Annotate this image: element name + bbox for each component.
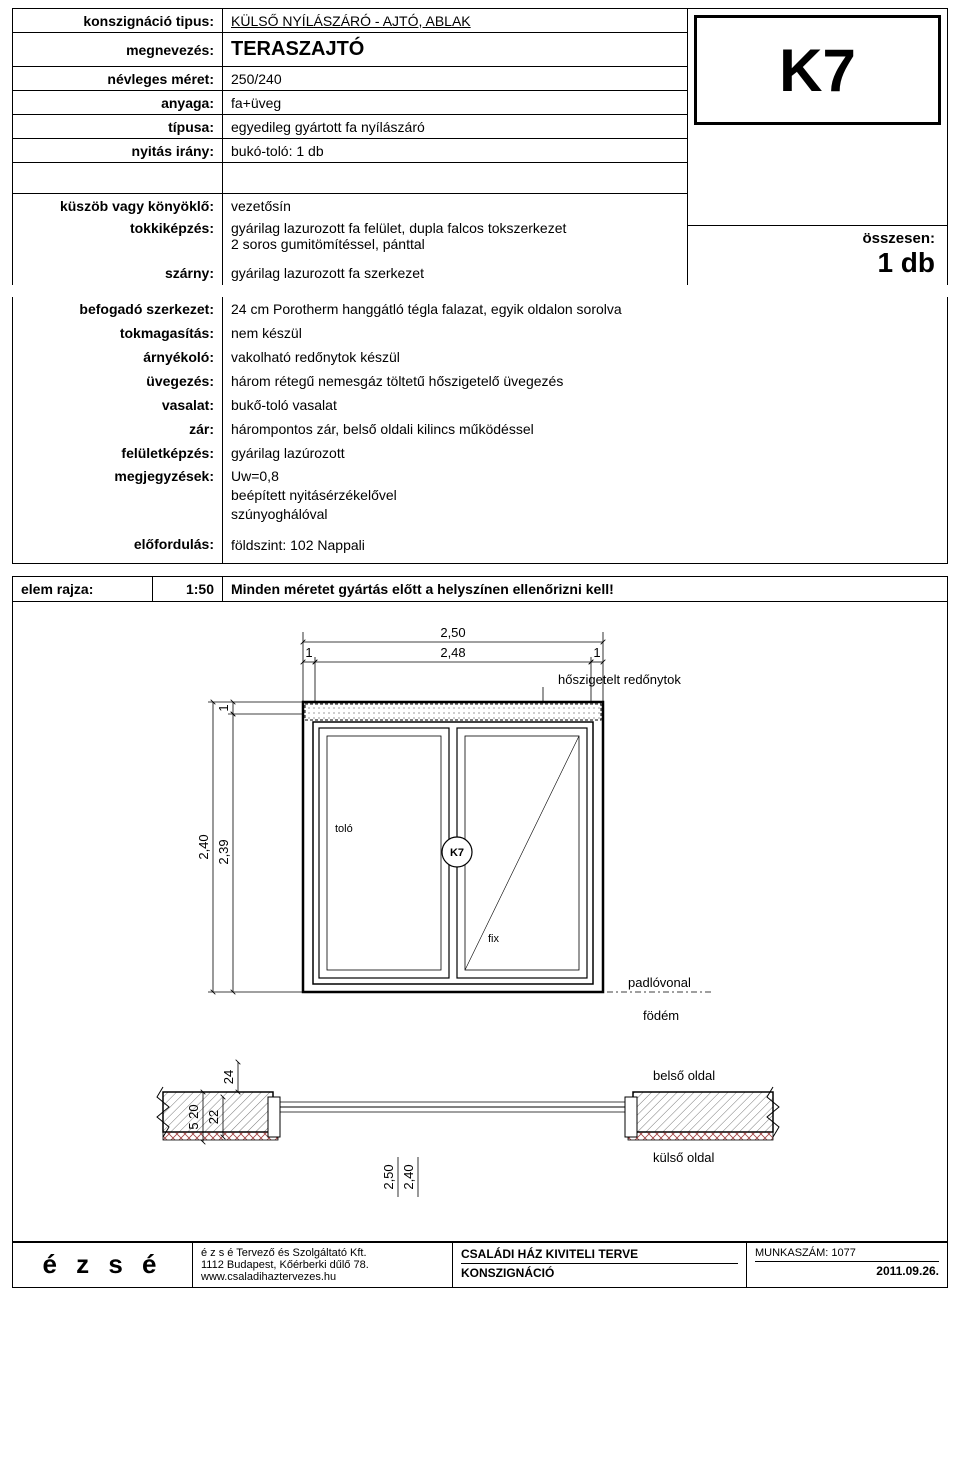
val-kuszob: vezetősín xyxy=(223,193,687,217)
lbl-megnevezes: megnevezés: xyxy=(13,33,222,67)
val-zar: hárompontos zár, belső oldali kilincs mű… xyxy=(223,417,947,441)
lbl-nevleges: névleges méret: xyxy=(13,67,222,91)
val-uvegezes: három rétegű nemesgáz töltetű hőszigetel… xyxy=(223,369,947,393)
val-tokkikepzes-l2: 2 soros gumitömítéssel, pánttal xyxy=(231,236,425,252)
val-arnyekolo: vakolható redőnytok készül xyxy=(223,345,947,369)
specs-block: befogadó szerkezet: tokmagasítás: árnyék… xyxy=(12,297,948,564)
label-belso: belső oldal xyxy=(653,1068,715,1083)
footer-date: 2011.09.26. xyxy=(755,1261,939,1278)
val-szarny: gyárilag lazurozott fa szerkezet xyxy=(223,261,687,285)
val-befogado: 24 cm Porotherm hanggátló tégla falazat,… xyxy=(223,297,947,321)
lbl-arnyekolo: árnyékoló: xyxy=(13,345,222,369)
val-tipusa: egyedileg gyártott fa nyílászáró xyxy=(223,115,687,139)
dim-top-left: 1 xyxy=(305,645,312,660)
drawing-header: elem rajza: 1:50 Minden méretet gyártás … xyxy=(12,576,948,602)
lbl-zar: zár: xyxy=(13,417,222,441)
total-label: összesen: xyxy=(700,230,935,247)
val-konszig-tipus: KÜLSŐ NYÍLÁSZÁRÓ - AJTÓ, ABLAK xyxy=(223,9,687,33)
lbl-tokkikepzes: tokkiképzés: xyxy=(13,217,222,261)
lbl-megjegyzesek: megjegyzések: xyxy=(13,465,222,525)
footer-company-l1: é z s é Tervező és Szolgáltató Kft. xyxy=(201,1247,444,1259)
dh-elem-rajza: elem rajza: xyxy=(13,577,153,601)
dim-left-inner: 2,39 xyxy=(216,839,231,864)
val-megjegyzesek: Uw=0,8 beépített nyitásérzékelővel szúny… xyxy=(223,465,947,526)
label-fix: fix xyxy=(488,933,500,945)
label-tolo: toló xyxy=(335,823,353,835)
dim-22: 22 xyxy=(206,1109,221,1123)
val-anyaga: fa+üveg xyxy=(223,91,687,115)
footer-subtitle: KONSZIGNÁCIÓ xyxy=(461,1263,738,1280)
elevation-drawing: 2,50 1 2,48 1 hőszigetelt redőnytok xyxy=(196,625,713,1023)
lbl-uvegezes: üvegezés: xyxy=(13,369,222,393)
val-spacer xyxy=(223,163,687,193)
dim-520: 5 20 xyxy=(186,1104,201,1129)
drawing-area: 2,50 1 2,48 1 hőszigetelt redőnytok xyxy=(12,602,948,1242)
val-nevleges: 250/240 xyxy=(223,67,687,91)
val-tokmag: nem készül xyxy=(223,321,947,345)
lbl-kuszob: küszöb vagy könyöklő: xyxy=(13,193,222,217)
label-kulso: külső oldal xyxy=(653,1150,715,1165)
footer-logo: é z s é xyxy=(13,1243,193,1287)
lbl-szarny: szárny: xyxy=(13,261,222,285)
dim-top-right: 1 xyxy=(593,645,600,660)
footer-meta: MUNKASZÁM: 1077 2011.09.26. xyxy=(747,1243,947,1287)
lbl-vasalat: vasalat: xyxy=(13,393,222,417)
code-box: K7 xyxy=(694,15,941,125)
footer-block: é z s é é z s é Tervező és Szolgáltató K… xyxy=(12,1242,948,1288)
lbl-tipusa: típusa: xyxy=(13,115,222,139)
footer-title-block: CSALÁDI HÁZ KIVITELI TERVE KONSZIGNÁCIÓ xyxy=(453,1243,747,1287)
specs-labels-col: befogadó szerkezet: tokmagasítás: árnyék… xyxy=(13,297,223,563)
lbl-elofordulas: előfordulás: xyxy=(13,525,222,556)
footer-company-l2: 1112 Budapest, Kőérberki dűlő 78. xyxy=(201,1259,444,1271)
footer-company-l3: www.csaladihaztervezes.hu xyxy=(201,1271,444,1283)
val-nyitas: bukó-toló: 1 db xyxy=(223,139,687,163)
val-feluletkepzes: gyárilag lazúrozott xyxy=(223,441,947,465)
lbl-nyitas: nyitás irány: xyxy=(13,139,222,163)
dh-note: Minden méretet gyártás előtt a helyszíne… xyxy=(223,577,947,601)
lbl-tokmag: tokmagasítás: xyxy=(13,321,222,345)
footer-company: é z s é Tervező és Szolgáltató Kft. 1112… xyxy=(193,1243,453,1287)
header-labels-col: konszignáció tipus: megnevezés: névleges… xyxy=(13,9,223,285)
label-fodem: födém xyxy=(643,1008,679,1023)
val-megj-l1: Uw=0,8 xyxy=(231,468,279,484)
val-elofordulas: földszint: 102 Nappali xyxy=(223,526,947,557)
code-column: K7 összesen: 1 db xyxy=(687,9,947,285)
dim-240: 2,40 xyxy=(401,1164,416,1189)
header-block: konszignáció tipus: megnevezés: névleges… xyxy=(12,8,948,285)
footer-munkaszam: MUNKASZÁM: 1077 xyxy=(755,1247,939,1259)
lbl-befogado: befogadó szerkezet: xyxy=(13,297,222,321)
val-vasalat: bukő-toló vasalat xyxy=(223,393,947,417)
val-megnevezes: TERASZAJTÓ xyxy=(223,33,687,67)
total-box: összesen: 1 db xyxy=(688,225,947,285)
dim-24: 24 xyxy=(221,1069,236,1083)
val-tokkikepzes-l1: gyárilag lazurozott fa felület, dupla fa… xyxy=(231,220,566,236)
specs-values-col: 24 cm Porotherm hanggátló tégla falazat,… xyxy=(223,297,947,563)
footer-title: CSALÁDI HÁZ KIVITELI TERVE xyxy=(461,1247,738,1261)
label-k7-circle: K7 xyxy=(450,847,464,859)
dh-scale: 1:50 xyxy=(153,577,223,601)
label-redony: hőszigetelt redőnytok xyxy=(558,672,681,687)
dim-left-outer: 2,40 xyxy=(196,834,211,859)
lbl-anyaga: anyaga: xyxy=(13,91,222,115)
total-value: 1 db xyxy=(700,247,935,279)
val-tokkikepzes: gyárilag lazurozott fa felület, dupla fa… xyxy=(223,217,687,261)
val-megj-l3: szúnyoghálóval xyxy=(231,506,328,522)
dim-top-inner: 2,48 xyxy=(440,645,465,660)
lbl-feluletkepzes: felületképzés: xyxy=(13,441,222,465)
lbl-spacer xyxy=(13,163,222,193)
drawing-svg: 2,50 1 2,48 1 hőszigetelt redőnytok xyxy=(13,602,949,1242)
dim-250: 2,50 xyxy=(381,1164,396,1189)
label-padlo: padlóvonal xyxy=(628,975,691,990)
dim-left-top: 1 xyxy=(216,704,231,711)
section-drawing: 24 5 20 22 2,50 2,40 belső oldal külső o… xyxy=(157,1062,779,1197)
lbl-konszig-tipus: konszignáció tipus: xyxy=(13,9,222,33)
header-values-col: KÜLSŐ NYÍLÁSZÁRÓ - AJTÓ, ABLAK TERASZAJT… xyxy=(223,9,687,285)
dim-top-outer: 2,50 xyxy=(440,625,465,640)
val-megj-l2: beépített nyitásérzékelővel xyxy=(231,487,397,503)
